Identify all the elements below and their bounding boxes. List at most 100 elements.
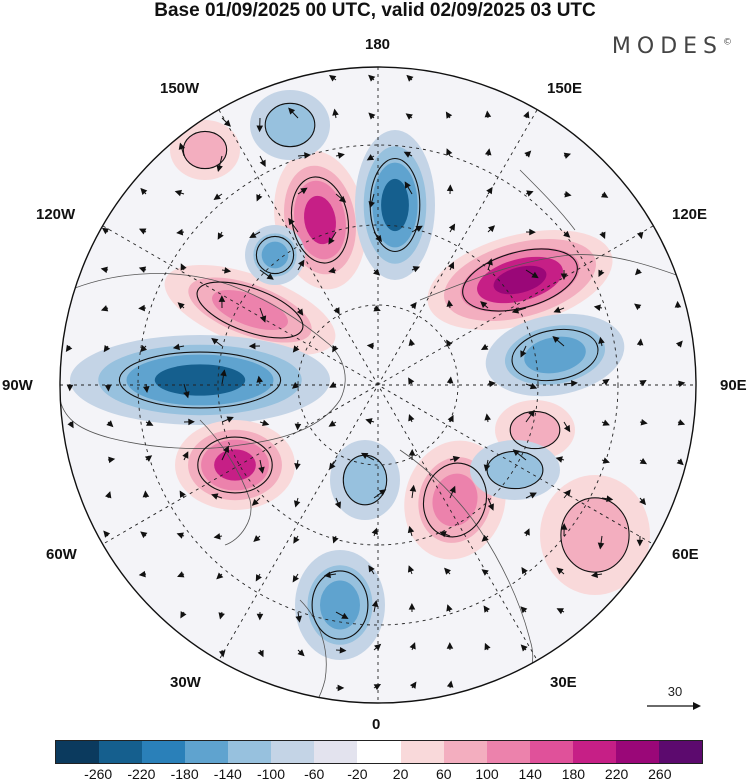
wind-vector-head	[296, 308, 304, 316]
wind-vector-head	[292, 345, 300, 353]
colorbar-segment	[615, 741, 659, 763]
wind-vector-head	[563, 152, 572, 159]
label-60w: 60W	[46, 546, 77, 563]
wind-vector-head	[406, 74, 414, 82]
wind-vector-head	[176, 532, 184, 539]
anomaly-level	[154, 364, 246, 396]
reference-vector: 30	[645, 684, 705, 718]
wind-vector-head	[511, 307, 520, 314]
label-120w: 120W	[36, 206, 76, 223]
wind-vector-head	[520, 644, 528, 652]
wind-vector-head	[138, 304, 145, 312]
label-180: 180	[365, 36, 391, 53]
wind-vector-head	[256, 613, 264, 621]
contour-ring	[264, 102, 316, 148]
wind-vector-head	[251, 498, 259, 506]
contour-ring	[511, 328, 599, 382]
colorbar-tick-label: 260	[648, 766, 672, 782]
wind-vector-head	[570, 380, 578, 387]
wind-vector-head	[178, 142, 186, 150]
colorbar-tick-label: -260	[84, 766, 113, 782]
colorbar-tick-label: -100	[256, 766, 286, 782]
wind-vector-head	[529, 382, 538, 390]
coastline-north-america	[60, 273, 346, 449]
wind-vector-head	[329, 74, 337, 82]
wind-vector-head	[483, 605, 490, 613]
wind-vector-head	[100, 305, 109, 312]
wind-vector-head	[218, 295, 226, 302]
wind-vector-head	[529, 492, 537, 499]
colorbar-tick-label: -20	[347, 766, 368, 782]
wind-vector-head	[556, 608, 564, 615]
anomaly-field	[70, 90, 650, 660]
label-30w: 30W	[170, 674, 201, 691]
contour-ring	[197, 436, 273, 494]
wind-vector-head	[520, 606, 528, 614]
wind-vector-head	[599, 231, 606, 239]
wind-vector-head	[412, 266, 421, 273]
wind-vector-head	[259, 315, 267, 323]
wind-vector-head	[408, 602, 416, 610]
reference-vector-label: 30	[667, 684, 683, 699]
contour-ring	[196, 281, 304, 339]
colorbar-segment	[271, 741, 315, 763]
anomaly-negative-5w	[330, 440, 400, 520]
wind-vector-head	[676, 458, 684, 466]
wind-vector-head	[179, 490, 186, 498]
wind-vector-head	[409, 642, 416, 650]
anomaly-negative-70e	[470, 440, 560, 500]
wind-vector-head	[172, 343, 180, 351]
latitude-circle-80	[297, 304, 459, 466]
colorbar-segment	[529, 741, 573, 763]
label-30e: 30E	[550, 674, 577, 691]
wind-vector-head	[480, 301, 488, 308]
wind-vector-head	[288, 217, 295, 226]
wind-vector-head	[553, 306, 561, 313]
wind-vector-head	[481, 569, 489, 576]
wind-vector-head	[337, 684, 345, 692]
wind-vector-head	[293, 536, 300, 544]
anomaly-level	[320, 580, 360, 630]
wind-vector-head	[101, 227, 110, 235]
wind-vector-head	[216, 164, 223, 172]
coastline-chukotka	[519, 169, 576, 231]
wind-vector-head	[213, 193, 221, 200]
wind-vector-head	[248, 342, 256, 350]
wind-vector-head	[407, 565, 415, 573]
anomaly-positive-70w	[175, 420, 295, 510]
wind-vector-head	[484, 148, 492, 156]
wind-vector-head	[182, 451, 189, 459]
colorbar-segment	[572, 741, 616, 763]
wind-vector-head	[415, 225, 423, 232]
colorbar-segment	[658, 741, 702, 763]
colorbar-segment	[443, 741, 487, 763]
wind-vector-head	[366, 154, 375, 161]
wind-vector-head	[341, 612, 349, 619]
wind-vector-head	[259, 159, 266, 167]
anomaly-negative-165w	[250, 90, 330, 160]
wind-vector-head	[675, 340, 683, 348]
wind-vector-head	[521, 566, 528, 575]
wind-vector-head	[636, 539, 644, 547]
wind-vector-head	[368, 200, 375, 209]
wind-vector-head	[636, 231, 644, 240]
wind-vector-head	[564, 190, 572, 198]
colorbar-tick-label: 100	[475, 766, 499, 782]
colorbar-tick-label: 140	[518, 766, 542, 782]
wind-vector-head	[220, 369, 227, 377]
wind-vector-head	[258, 466, 265, 474]
wind-vector-head	[674, 300, 682, 308]
wind-vector-head	[373, 305, 381, 312]
wind-vector-head	[445, 111, 453, 119]
wind-vector-head	[188, 418, 195, 426]
wind-vector-head	[560, 273, 568, 281]
wind-vector-head	[556, 567, 564, 575]
wind-vector-head	[328, 237, 335, 245]
wind-vector-head	[600, 191, 609, 198]
wind-vector-head	[446, 299, 454, 307]
wind-vector-head	[143, 385, 150, 393]
wind-vector-head	[138, 228, 147, 235]
wind-vector-head	[262, 419, 270, 427]
label-90e: 90E	[720, 377, 747, 394]
wind-vector-head	[526, 190, 534, 197]
